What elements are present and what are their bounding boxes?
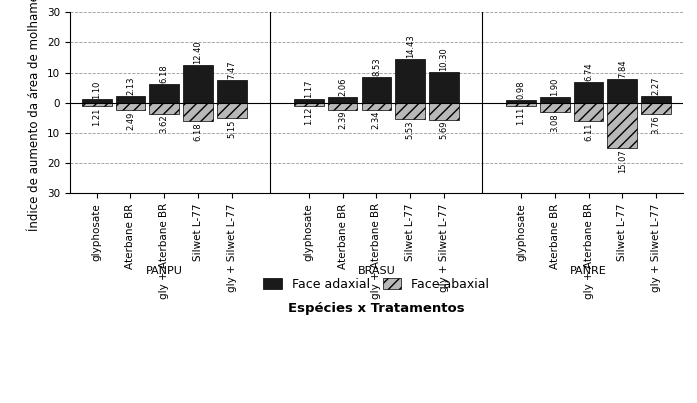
Bar [540, 97, 569, 103]
Text: 2.06: 2.06 [338, 77, 347, 96]
Text: 3.08: 3.08 [551, 113, 559, 132]
Text: 2.39: 2.39 [338, 111, 347, 129]
Bar [608, 103, 637, 148]
Bar [574, 82, 604, 103]
Text: 14.43: 14.43 [406, 35, 415, 58]
Text: 1.10: 1.10 [92, 80, 101, 99]
Text: 6.11: 6.11 [584, 122, 593, 141]
Legend: Face adaxial, Face abaxial: Face adaxial, Face abaxial [259, 273, 494, 296]
Bar [574, 103, 604, 121]
Text: 8.53: 8.53 [372, 58, 381, 76]
Bar [183, 65, 213, 103]
Text: 6.74: 6.74 [584, 63, 593, 81]
Text: 6.18: 6.18 [160, 64, 169, 83]
Bar [429, 72, 459, 103]
Text: 1.21: 1.21 [92, 107, 101, 126]
Bar [506, 103, 536, 106]
Text: 1.11: 1.11 [516, 107, 526, 125]
Bar [116, 103, 145, 110]
Text: 2.27: 2.27 [652, 77, 661, 95]
Bar [294, 99, 323, 103]
Text: 7.84: 7.84 [618, 60, 627, 78]
Bar [395, 59, 425, 103]
Bar [217, 80, 247, 103]
Bar [429, 103, 459, 120]
Text: 15.07: 15.07 [618, 149, 627, 173]
Text: 5.69: 5.69 [439, 121, 448, 139]
Text: 1.17: 1.17 [305, 80, 314, 98]
Bar [328, 97, 358, 103]
Bar [641, 103, 671, 114]
Bar [328, 103, 358, 110]
Bar [82, 103, 112, 106]
Y-axis label: Índice de aumento da área de molhamento: Índice de aumento da área de molhamento [29, 0, 41, 231]
Text: 3.76: 3.76 [652, 115, 661, 134]
Text: 10.30: 10.30 [439, 47, 448, 71]
Text: 1.12: 1.12 [305, 107, 314, 125]
Text: Espécies x Tratamentos: Espécies x Tratamentos [288, 302, 465, 315]
Text: 5.15: 5.15 [227, 119, 236, 137]
Bar [362, 77, 391, 103]
Text: PANPU: PANPU [146, 266, 183, 276]
Text: 5.53: 5.53 [406, 120, 415, 139]
Text: 2.49: 2.49 [126, 111, 135, 130]
Text: 2.13: 2.13 [126, 77, 135, 96]
Text: 3.62: 3.62 [160, 114, 169, 133]
Bar [395, 103, 425, 119]
Bar [641, 96, 671, 103]
Bar [540, 103, 569, 112]
Bar [608, 79, 637, 103]
Bar [362, 103, 391, 110]
Text: BRASU: BRASU [358, 266, 395, 276]
Bar [217, 103, 247, 118]
Text: 1.90: 1.90 [551, 78, 559, 96]
Bar [149, 103, 179, 114]
Text: 7.47: 7.47 [227, 61, 236, 79]
Text: 12.40: 12.40 [194, 41, 202, 64]
Bar [294, 103, 323, 106]
Text: PANRE: PANRE [570, 266, 607, 276]
Text: 0.98: 0.98 [516, 80, 526, 99]
Bar [116, 96, 145, 103]
Text: 2.34: 2.34 [372, 111, 381, 129]
Bar [506, 100, 536, 103]
Bar [183, 103, 213, 121]
Text: 6.18: 6.18 [194, 123, 202, 141]
Bar [149, 84, 179, 103]
Bar [82, 100, 112, 103]
